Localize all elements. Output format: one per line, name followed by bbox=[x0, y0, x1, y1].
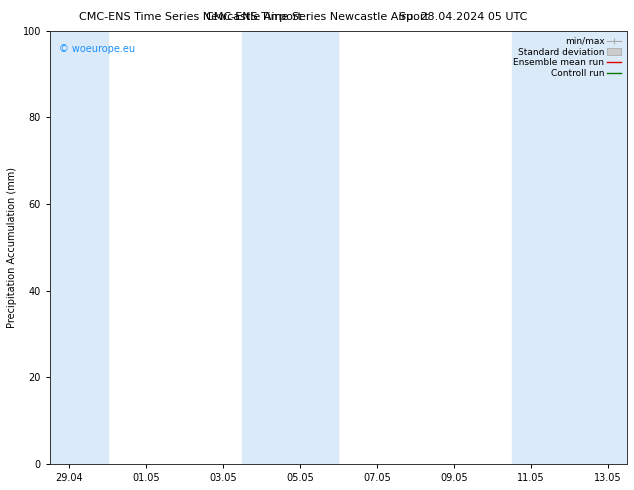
Text: CMC-ENS Time Series Newcastle Airport: CMC-ENS Time Series Newcastle Airport bbox=[205, 12, 429, 22]
Text: CMC-ENS Time Series Newcastle Airport: CMC-ENS Time Series Newcastle Airport bbox=[79, 12, 302, 22]
Bar bbox=[50, 30, 108, 464]
Legend: min/max, Standard deviation, Ensemble mean run, Controll run: min/max, Standard deviation, Ensemble me… bbox=[512, 35, 623, 80]
Y-axis label: Precipitation Accumulation (mm): Precipitation Accumulation (mm) bbox=[7, 167, 17, 328]
Bar bbox=[242, 30, 339, 464]
Text: © woeurope.eu: © woeurope.eu bbox=[58, 44, 134, 53]
Bar bbox=[512, 30, 627, 464]
Text: Su. 28.04.2024 05 UTC: Su. 28.04.2024 05 UTC bbox=[399, 12, 527, 22]
